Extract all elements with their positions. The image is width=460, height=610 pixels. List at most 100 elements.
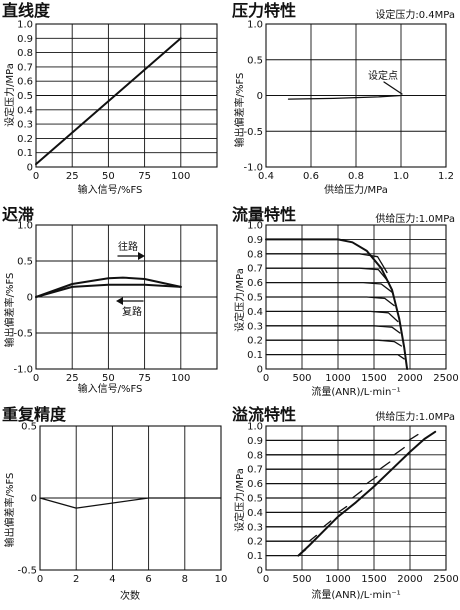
panel-repeatability-xtick-label: 0 (37, 574, 43, 585)
panel-linearity-ytick-label: 0.6 (17, 77, 33, 88)
panel-flow: 流量特性 供给压力:1.0MPa 流量(ANR)/L·min⁻¹ 设定压力/MP… (232, 205, 459, 398)
panel-repeatability-xlabel: 次数 (120, 589, 140, 602)
panel-relief-note: 供给压力:1.0MPa (375, 410, 455, 423)
panel-linearity-ytick-label: 0.8 (17, 48, 33, 59)
panel-linearity-xtick-label: 25 (66, 171, 79, 182)
panel-linearity-ytick-label: 0.9 (17, 34, 33, 45)
panel-hysteresis-xtick-label: 25 (66, 373, 79, 384)
panel-pressure-series-line (287, 94, 402, 100)
panel-repeatability-xtick-label: 2 (73, 574, 79, 585)
arrow-forward-icon (117, 252, 145, 260)
panel-hysteresis-title: 迟滞 (2, 205, 34, 224)
panel-linearity-series-line (35, 37, 182, 166)
panel-linearity-title: 直线度 (2, 1, 51, 20)
panel-repeatability-xtick-label: 6 (145, 574, 151, 585)
panel-pressure-ytick-label: -1.0 (243, 163, 263, 174)
panel-flow-xtick-label: 1500 (361, 373, 386, 384)
panel-relief-series-line (297, 430, 437, 557)
arrow-return-icon (116, 297, 144, 305)
panel-pressure-xtick-label: 1.2 (438, 171, 454, 182)
panel-hysteresis-xtick-label: 75 (138, 373, 151, 384)
panel-hysteresis-series-line (35, 276, 182, 298)
panel-pressure-title: 压力特性 (232, 1, 296, 20)
panel-hysteresis-series-line (35, 283, 182, 298)
panel-linearity-ytick-label: 1.0 (17, 20, 33, 31)
panel-relief-ytick-label: 0.6 (247, 479, 263, 490)
panel-relief-xtick-label: 2500 (433, 574, 458, 585)
panel-hysteresis-label-forward: 往路 (118, 240, 138, 253)
panel-flow-series-line (265, 267, 390, 284)
panel-linearity-xtick-label: 50 (102, 171, 115, 182)
panel-relief-series-line (265, 505, 348, 514)
panel-hysteresis-ytick-label: 1.0 (17, 221, 33, 232)
panel-relief-ytick-label: 0 (257, 566, 263, 577)
panel-linearity-xlabel: 输入信号/%FS (78, 183, 143, 196)
panel-pressure-note: 设定压力:0.4MPa (375, 8, 455, 21)
panel-flow-series-line (265, 296, 395, 307)
panel-hysteresis-ytick-label: -1.0 (13, 365, 33, 376)
panel-relief-series-line (265, 433, 419, 442)
panel-linearity-xtick-label: 100 (171, 171, 190, 182)
panel-relief-xlabel: 流量(ANR)/L·min⁻¹ (311, 588, 400, 601)
panel-flow-title: 流量特性 (232, 205, 296, 224)
panel-relief-xtick-label: 500 (292, 574, 311, 585)
panel-pressure-xtick-label: 0.6 (303, 171, 319, 182)
panel-pressure-xlabel: 供给压力/MPa (324, 183, 388, 196)
panel-linearity-ytick-label: 0.1 (17, 148, 33, 159)
panel-hysteresis-ytick-label: 0 (27, 293, 33, 304)
panel-flow-ytick-label: 0.5 (247, 293, 263, 304)
panel-flow-ylabel: 设定压力/MPa (233, 268, 246, 332)
panel-flow-series-line (265, 353, 405, 360)
panel-relief-xtick-label: 2000 (397, 574, 422, 585)
panel-linearity-ytick-label: 0.5 (17, 91, 33, 102)
panel-hysteresis-ytick-label: 0.5 (17, 257, 33, 268)
panel-pressure-annotation-leader (383, 81, 403, 95)
panel-hysteresis-xtick-label: 100 (171, 373, 190, 384)
panel-flow-xlabel: 流量(ANR)/L·min⁻¹ (311, 385, 400, 398)
panel-relief: 溢流特性 供给压力:1.0MPa 流量(ANR)/L·min⁻¹ 设定压力/MP… (232, 405, 459, 601)
panel-hysteresis-xtick-label: 50 (102, 373, 115, 384)
panel-relief-ytick-label: 0.7 (247, 465, 263, 476)
panel-linearity-ytick-label: 0.3 (17, 120, 33, 131)
panel-flow-ytick-label: 0.7 (247, 264, 263, 275)
panel-relief-ytick-label: 0.8 (247, 450, 263, 461)
panel-linearity-ytick-label: 0 (27, 163, 33, 174)
panel-flow-xtick-label: 500 (292, 373, 311, 384)
panel-flow-xtick-label: 2000 (397, 373, 422, 384)
panel-relief-series-line (265, 520, 332, 528)
panel-flow-ytick-label: 0 (257, 365, 263, 376)
panel-linearity-ytick-label: 0.7 (17, 62, 33, 73)
panel-repeatability: 重复精度 次数 输出偏差率/%FS -0.500.50 2 4 6 8 10 (2, 405, 227, 602)
panel-pressure-plot-frame (265, 23, 447, 168)
panel-flow-ytick-label: 0.3 (247, 321, 263, 332)
panel-relief-series-line (265, 475, 378, 485)
panel-relief-series-line (265, 490, 363, 499)
panel-flow-ytick-label: 0.8 (247, 249, 263, 260)
panel-flow-xtick-label: 0 (263, 373, 269, 384)
panel-hysteresis: 迟滞 输入信号/%FS 输出偏差率/%FS 往路 复路 -1.0 -0.5 0 0.5… (2, 205, 218, 395)
panel-hysteresis-label-return: 复路 (122, 305, 142, 318)
panel-flow-series-line (265, 253, 388, 274)
panel-repeatability-xtick-label: 8 (182, 574, 188, 585)
panel-pressure-xtick-label: 1.0 (393, 171, 409, 182)
panel-relief-ytick-label: 1.0 (247, 422, 263, 433)
panel-hysteresis-xtick-label: 0 (33, 373, 39, 384)
panel-pressure-ytick-label: 0 (257, 91, 263, 102)
panel-relief-xtick-label: 1000 (325, 574, 350, 585)
panel-flow-note: 供给压力:1.0MPa (375, 212, 455, 225)
panel-pressure-ytick-label: 0.5 (247, 55, 263, 66)
panel-linearity-plot-frame (35, 23, 218, 168)
panel-linearity-ytick-label: 0.2 (17, 134, 33, 145)
panel-linearity-xtick-label: 0 (33, 171, 39, 182)
panel-flow-xtick-label: 1000 (325, 373, 350, 384)
panel-repeatability-series-line (39, 497, 222, 509)
panel-repeatability-ylabel: 输出偏差率/%FS (3, 473, 16, 548)
panel-repeatability-xtick-label: 4 (109, 574, 115, 585)
panel-flow-series-line (265, 238, 409, 370)
panel-repeatability-ytick-label: 0 (31, 494, 37, 505)
panel-flow-series-line (265, 281, 394, 294)
panel-relief-series-line (265, 534, 318, 542)
panel-pressure: 压力特性 设定压力:0.4MPa 供给压力/MPa 输出偏差率/%FS 设定点 … (232, 1, 455, 196)
panel-relief-series-line (265, 446, 405, 456)
